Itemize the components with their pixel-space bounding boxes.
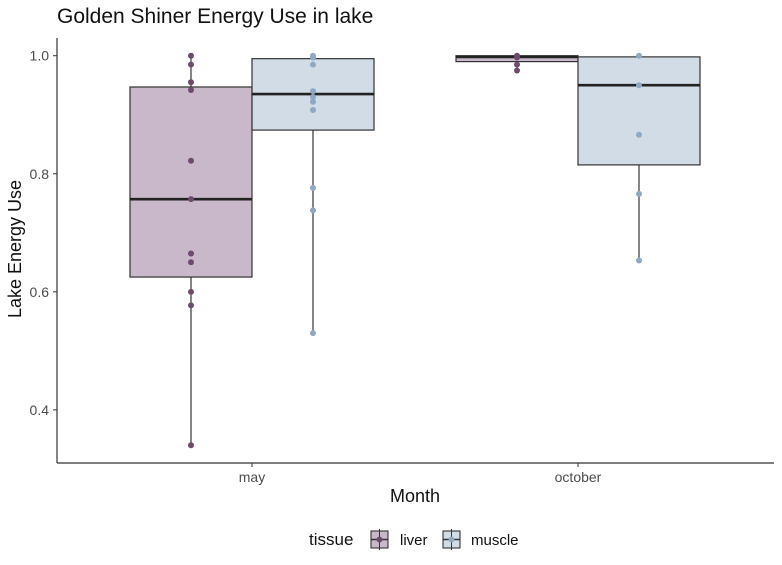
data-point xyxy=(514,61,520,68)
legend-item-muscle: muscle xyxy=(442,529,519,550)
chart-title: Golden Shiner Energy Use in lake xyxy=(57,5,373,28)
box-rect xyxy=(129,86,253,278)
plot-area xyxy=(129,52,701,449)
box-liver-october xyxy=(455,52,579,74)
data-point xyxy=(310,207,316,214)
legend-label: liver xyxy=(400,532,428,549)
data-point xyxy=(514,67,520,74)
data-point xyxy=(188,442,194,449)
data-point xyxy=(188,250,194,257)
data-point xyxy=(310,184,316,191)
y-tick-label: 0.4 xyxy=(30,402,50,418)
data-point xyxy=(188,52,194,59)
legend-item-liver: liver xyxy=(370,529,428,550)
data-point xyxy=(188,196,194,203)
data-point xyxy=(636,257,642,264)
x-tick-label: october xyxy=(555,469,602,485)
y-tick-label: 0.8 xyxy=(30,166,50,182)
data-point xyxy=(310,330,316,337)
data-point xyxy=(514,54,520,61)
data-point xyxy=(636,131,642,138)
y-axis: 0.4 0.6 0.8 1.0 xyxy=(30,38,58,463)
data-point xyxy=(310,107,316,114)
box-rect xyxy=(577,56,701,166)
data-point xyxy=(188,157,194,164)
data-point xyxy=(188,61,194,68)
data-point xyxy=(188,288,194,295)
legend-title: tissue xyxy=(309,530,353,549)
y-tick-label: 0.6 xyxy=(30,284,50,300)
y-axis-title: Lake Energy Use xyxy=(5,180,25,318)
data-point xyxy=(636,190,642,197)
data-point xyxy=(188,79,194,86)
data-point xyxy=(636,82,642,89)
legend-key-point xyxy=(376,536,383,543)
x-axis-title: Month xyxy=(390,486,440,506)
legend: tissue liver muscle xyxy=(309,529,519,550)
data-point xyxy=(310,94,316,101)
box-muscle-may xyxy=(251,52,375,337)
box-muscle-october xyxy=(577,52,701,264)
y-tick-label: 1.0 xyxy=(30,48,50,64)
box-liver-may xyxy=(129,52,253,449)
data-point xyxy=(188,86,194,93)
x-tick-label: may xyxy=(239,469,265,485)
data-point xyxy=(636,52,642,59)
data-point xyxy=(310,98,316,105)
data-point xyxy=(188,259,194,266)
data-point xyxy=(310,61,316,68)
data-point xyxy=(310,88,316,95)
data-point xyxy=(310,54,316,61)
x-axis: may october xyxy=(57,462,774,485)
legend-key-point xyxy=(448,536,455,543)
legend-label: muscle xyxy=(471,532,519,549)
data-point xyxy=(188,302,194,309)
